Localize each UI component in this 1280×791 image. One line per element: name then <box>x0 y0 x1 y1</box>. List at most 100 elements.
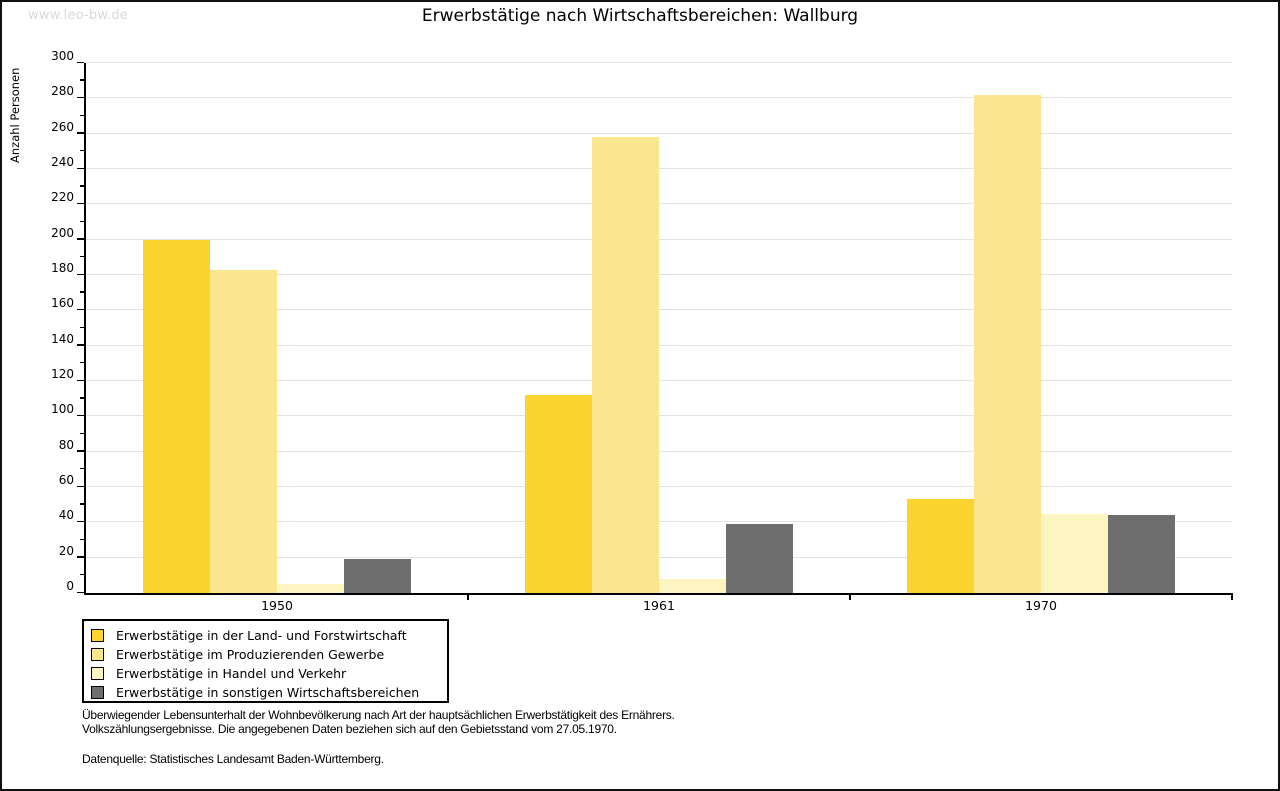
x-axis-label-1970: 1970 <box>1025 598 1057 613</box>
y-tick-major-220 <box>77 202 84 205</box>
y-tick-major-20 <box>77 556 84 558</box>
y-tick-minor-30 <box>80 538 84 540</box>
watermark: www.leo-bw.de <box>28 8 129 23</box>
y-tick-major-180 <box>77 273 84 275</box>
bar-1950-handel-und-verkehr <box>277 584 344 593</box>
y-tick-minor-210 <box>80 220 84 222</box>
bar-1961-handel-und-verkehr <box>659 578 726 593</box>
legend-label-handel-und-verkehr: Erwerbstätige in Handel und Verkehr <box>116 666 347 681</box>
y-tick-label-0: 0 <box>66 579 74 593</box>
legend-item-land-und-forstwirtschaft: Erwerbstätige in der Land- und Forstwirt… <box>91 626 447 645</box>
y-tick-major-80 <box>77 450 84 452</box>
gridline-200 <box>86 238 1232 240</box>
legend-label-produzierendes-gewerbe: Erwerbstätige im Produzierenden Gewerbe <box>116 647 385 662</box>
gridline-20 <box>86 556 1232 558</box>
legend-label-land-und-forstwirtschaft: Erwerbstätige in der Land- und Forstwirt… <box>116 628 407 643</box>
y-tick-label-80: 80 <box>58 437 74 452</box>
y-tick-minor-10 <box>80 573 84 576</box>
y-tick-label-20: 20 <box>58 543 74 558</box>
bar-1961-land-und-forstwirtschaft <box>525 395 592 593</box>
gridline-220 <box>86 203 1232 205</box>
legend-swatch-sonstige-wirtschaftsbereiche <box>91 686 104 699</box>
y-tick-minor-150 <box>80 326 84 328</box>
data-source: Datenquelle: Statistisches Landesamt Bad… <box>82 752 384 766</box>
gridline-240 <box>86 168 1232 169</box>
gridline-280 <box>86 97 1232 99</box>
chart-title: Erwerbstätige nach Wirtschaftsbereichen:… <box>421 6 859 26</box>
y-tick-minor-90 <box>80 432 84 434</box>
y-tick-label-180: 180 <box>51 261 74 275</box>
y-tick-major-240 <box>77 167 84 169</box>
y-tick-major-120 <box>77 379 84 381</box>
gridline-100 <box>86 415 1232 417</box>
y-tick-label-140: 140 <box>51 331 74 346</box>
y-tick-minor-110 <box>80 397 84 399</box>
bar-1970-handel-und-verkehr <box>1041 513 1108 593</box>
y-tick-label-40: 40 <box>58 508 74 523</box>
y-tick-major-100 <box>77 414 84 417</box>
legend-swatch-handel-und-verkehr <box>91 667 104 680</box>
footnotes: Überwiegender Lebensunterhalt der Wohnbe… <box>82 708 675 767</box>
y-tick-major-0 <box>77 591 84 593</box>
y-tick-major-280 <box>77 96 84 99</box>
y-tick-minor-290 <box>80 79 84 81</box>
y-tick-label-160: 160 <box>51 296 74 311</box>
y-tick-minor-230 <box>80 185 84 187</box>
legend-swatch-land-und-forstwirtschaft <box>91 629 104 642</box>
y-tick-major-160 <box>77 308 84 311</box>
gridline-140 <box>86 344 1232 346</box>
legend-label-sonstige-wirtschaftsbereiche: Erwerbstätige in sonstigen Wirtschaftsbe… <box>116 685 420 700</box>
bar-1961-sonstige-wirtschaftsbereiche <box>726 524 793 593</box>
y-tick-major-40 <box>77 520 84 523</box>
y-tick-major-60 <box>77 485 84 487</box>
bar-1950-land-und-forstwirtschaft <box>143 239 210 593</box>
legend-swatch-produzierendes-gewerbe <box>91 648 104 661</box>
legend: Erwerbstätige in der Land- und Forstwirt… <box>82 619 449 703</box>
y-tick-minor-270 <box>80 114 84 116</box>
bar-1950-produzierendes-gewerbe <box>210 269 277 593</box>
legend-item-handel-und-verkehr: Erwerbstätige in Handel und Verkehr <box>91 664 447 683</box>
y-tick-major-300 <box>77 61 84 63</box>
y-tick-label-120: 120 <box>51 367 74 381</box>
y-tick-label-240: 240 <box>51 155 74 169</box>
y-tick-major-260 <box>77 132 84 134</box>
y-tick-label-60: 60 <box>58 473 74 487</box>
legend-item-produzierendes-gewerbe: Erwerbstätige im Produzierenden Gewerbe <box>91 645 447 664</box>
y-tick-label-260: 260 <box>51 119 74 134</box>
bar-1950-sonstige-wirtschaftsbereiche <box>344 559 411 593</box>
x-axis-tick-1 <box>467 593 469 600</box>
y-tick-minor-170 <box>80 291 84 293</box>
y-tick-label-280: 280 <box>51 84 74 99</box>
y-tick-minor-250 <box>80 149 84 152</box>
bar-1961-produzierendes-gewerbe <box>592 137 659 593</box>
gridline-60 <box>86 486 1232 487</box>
plot-area: 0 20 40 60 80 100 120 140 160 180 200 220 240 260 280 3… <box>51 49 1233 613</box>
y-tick-label-200: 200 <box>51 225 74 240</box>
gridline-40 <box>86 521 1232 523</box>
y-tick-minor-70 <box>80 467 84 470</box>
bar-1970-land-und-forstwirtschaft <box>907 499 974 593</box>
y-tick-label-300: 300 <box>51 49 74 63</box>
legend-item-sonstige-wirtschaftsbereiche: Erwerbstätige in sonstigen Wirtschaftsbe… <box>91 683 447 702</box>
y-tick-major-140 <box>77 344 84 346</box>
y-tick-major-200 <box>77 238 84 240</box>
y-tick-label-220: 220 <box>51 190 74 205</box>
y-axis-label: Anzahl Personen <box>8 67 22 163</box>
gridline-260 <box>86 132 1232 134</box>
y-tick-minor-130 <box>80 361 84 364</box>
y-tick-minor-190 <box>80 255 84 258</box>
gridline-120 <box>86 380 1232 381</box>
bar-1970-sonstige-wirtschaftsbereiche <box>1108 515 1175 593</box>
gridline-80 <box>86 450 1232 452</box>
gridline-160 <box>86 309 1232 311</box>
x-axis-label-1950: 1950 <box>261 598 293 613</box>
gridline-180 <box>86 274 1232 275</box>
y-tick-label-100: 100 <box>51 402 74 417</box>
footnote-line-2: Volkszählungsergebnisse. Die angegebenen… <box>82 721 617 736</box>
y-tick-minor-50 <box>80 503 84 505</box>
gridline-300 <box>86 62 1232 63</box>
x-axis-tick-2 <box>849 593 851 600</box>
bar-1970-produzierendes-gewerbe <box>974 94 1041 593</box>
x-axis-label-1961: 1961 <box>643 598 675 613</box>
